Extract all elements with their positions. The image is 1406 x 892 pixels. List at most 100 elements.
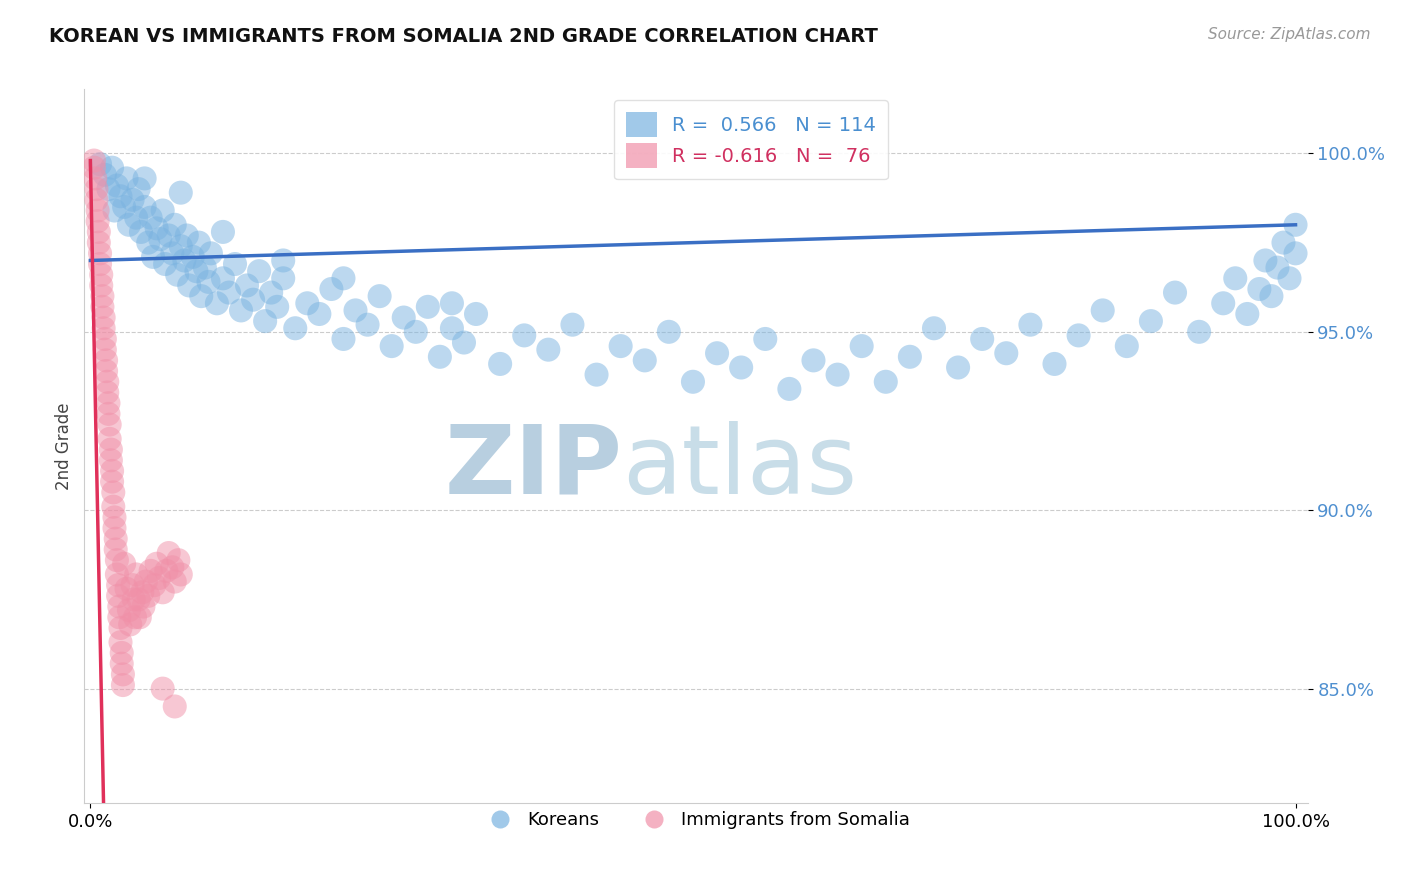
Point bbox=[176, 228, 198, 243]
Point bbox=[405, 325, 427, 339]
Point bbox=[105, 553, 128, 567]
Point bbox=[416, 300, 439, 314]
Point bbox=[1278, 271, 1301, 285]
Point bbox=[730, 360, 752, 375]
Point bbox=[152, 203, 174, 218]
Point bbox=[101, 161, 124, 175]
Point bbox=[972, 332, 994, 346]
Point bbox=[489, 357, 512, 371]
Point bbox=[83, 161, 105, 175]
Point bbox=[108, 599, 131, 614]
Point bbox=[111, 678, 134, 692]
Point bbox=[162, 560, 184, 574]
Point bbox=[142, 250, 165, 264]
Legend: Koreans, Immigrants from Somalia: Koreans, Immigrants from Somalia bbox=[475, 805, 917, 837]
Point bbox=[166, 268, 188, 282]
Point bbox=[125, 567, 148, 582]
Point bbox=[104, 532, 127, 546]
Point bbox=[86, 193, 108, 207]
Point bbox=[108, 610, 131, 624]
Point bbox=[1019, 318, 1042, 332]
Point bbox=[149, 232, 172, 246]
Point bbox=[97, 407, 120, 421]
Point bbox=[98, 432, 121, 446]
Point bbox=[247, 264, 270, 278]
Point bbox=[111, 646, 134, 660]
Point bbox=[875, 375, 897, 389]
Point bbox=[103, 521, 125, 535]
Point bbox=[1284, 218, 1306, 232]
Point bbox=[96, 385, 118, 400]
Point bbox=[152, 681, 174, 696]
Point bbox=[344, 303, 367, 318]
Point bbox=[107, 578, 129, 592]
Point bbox=[136, 589, 159, 603]
Point bbox=[100, 442, 122, 457]
Point bbox=[111, 667, 134, 681]
Point bbox=[1249, 282, 1271, 296]
Point bbox=[181, 250, 204, 264]
Point bbox=[754, 332, 776, 346]
Point bbox=[139, 564, 162, 578]
Point bbox=[94, 364, 117, 378]
Point bbox=[90, 268, 112, 282]
Point bbox=[190, 289, 212, 303]
Point bbox=[134, 171, 156, 186]
Point bbox=[94, 168, 117, 182]
Point bbox=[194, 260, 217, 275]
Text: ZIP: ZIP bbox=[444, 421, 623, 514]
Point bbox=[453, 335, 475, 350]
Point bbox=[152, 585, 174, 599]
Point bbox=[145, 557, 167, 571]
Point bbox=[218, 285, 240, 300]
Point bbox=[91, 289, 114, 303]
Point bbox=[131, 585, 153, 599]
Point bbox=[205, 296, 228, 310]
Point bbox=[103, 510, 125, 524]
Point bbox=[186, 264, 208, 278]
Point bbox=[803, 353, 825, 368]
Point bbox=[827, 368, 849, 382]
Point bbox=[440, 321, 463, 335]
Point bbox=[107, 589, 129, 603]
Point bbox=[163, 699, 186, 714]
Text: Source: ZipAtlas.com: Source: ZipAtlas.com bbox=[1208, 27, 1371, 42]
Point bbox=[103, 485, 125, 500]
Point bbox=[157, 546, 180, 560]
Point bbox=[266, 300, 288, 314]
Point bbox=[128, 610, 150, 624]
Point bbox=[97, 182, 120, 196]
Point bbox=[1212, 296, 1234, 310]
Point bbox=[115, 171, 138, 186]
Point bbox=[110, 635, 132, 649]
Point bbox=[139, 211, 162, 225]
Point bbox=[91, 300, 114, 314]
Point bbox=[297, 296, 319, 310]
Point bbox=[115, 582, 138, 596]
Point bbox=[89, 257, 111, 271]
Point bbox=[145, 221, 167, 235]
Point bbox=[86, 182, 108, 196]
Point bbox=[97, 396, 120, 410]
Point bbox=[87, 225, 110, 239]
Point bbox=[513, 328, 536, 343]
Point bbox=[89, 246, 111, 260]
Point bbox=[224, 257, 246, 271]
Point bbox=[93, 321, 115, 335]
Point bbox=[129, 225, 152, 239]
Point bbox=[332, 332, 354, 346]
Point bbox=[332, 271, 354, 285]
Point bbox=[98, 417, 121, 432]
Point bbox=[101, 475, 124, 489]
Point bbox=[706, 346, 728, 360]
Point bbox=[1115, 339, 1137, 353]
Point bbox=[170, 567, 193, 582]
Point bbox=[121, 578, 143, 592]
Point bbox=[162, 246, 184, 260]
Point bbox=[136, 235, 159, 250]
Point bbox=[922, 321, 945, 335]
Point bbox=[143, 578, 166, 592]
Point bbox=[898, 350, 921, 364]
Point bbox=[1284, 246, 1306, 260]
Point bbox=[200, 246, 222, 260]
